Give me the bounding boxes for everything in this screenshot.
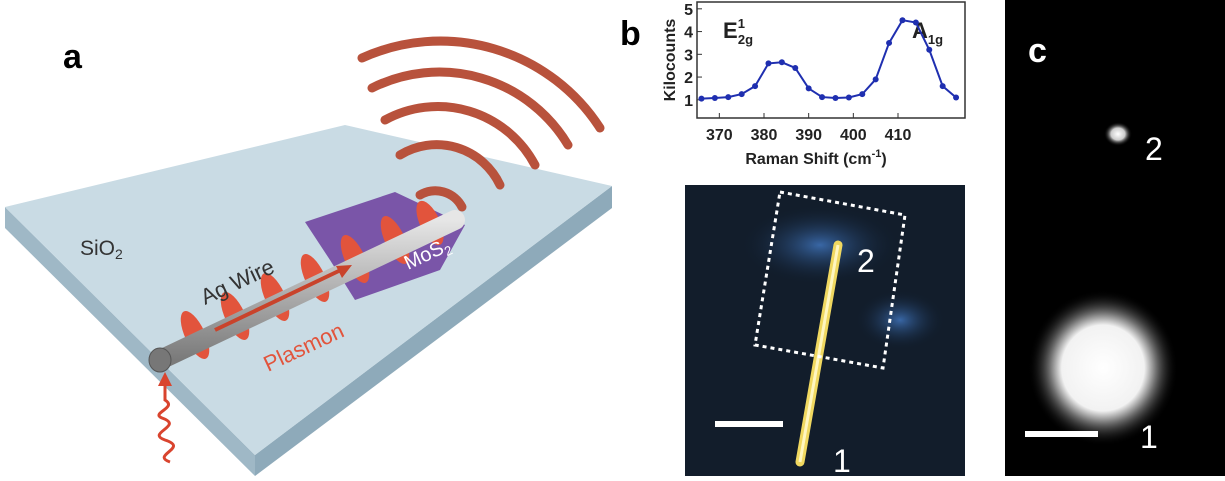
emission-waves xyxy=(357,36,605,212)
data-point xyxy=(819,94,826,101)
data-point xyxy=(792,64,799,71)
x-tick-label: 380 xyxy=(751,127,778,144)
text: Raman Shift (cm xyxy=(745,151,871,168)
end-label: 2 xyxy=(857,243,875,279)
data-point xyxy=(899,17,906,24)
x-tick-label: 370 xyxy=(706,127,733,144)
data-point xyxy=(939,83,946,90)
raman-chart: 1 2 3 4 5 370 380 390 400 410 Kilocounts Raman Shif… xyxy=(662,1,966,168)
panel-label: b xyxy=(620,15,641,53)
subscript: 2 xyxy=(115,246,123,262)
y-axis-label: Kilocounts xyxy=(662,19,679,102)
x-tick-label: 390 xyxy=(795,127,822,144)
subscript: 2g xyxy=(738,32,753,47)
flake-glow xyxy=(740,205,900,285)
wire-core xyxy=(798,244,840,463)
data-point xyxy=(886,39,893,46)
y-tick-label: 1 xyxy=(684,93,693,110)
panel-label: a xyxy=(63,38,83,76)
text: SiO xyxy=(80,237,115,260)
data-point xyxy=(752,83,759,90)
data-point xyxy=(738,91,745,98)
data-point xyxy=(912,19,919,26)
data-point xyxy=(765,60,772,67)
end-label: 1 xyxy=(833,443,851,476)
spot-label: 2 xyxy=(1145,131,1163,167)
wire-end xyxy=(148,347,172,373)
data-point xyxy=(778,59,785,66)
text: ) xyxy=(881,151,886,168)
spot-1 xyxy=(1028,290,1178,446)
arrow-head xyxy=(336,265,352,278)
data-point xyxy=(845,94,852,101)
data-point xyxy=(953,94,960,101)
spot-2 xyxy=(1104,122,1132,146)
data-point xyxy=(859,91,866,98)
text: E xyxy=(723,18,738,43)
peak-label: E1 2g xyxy=(723,16,753,47)
y-tick-label: 4 xyxy=(684,25,693,42)
data-point xyxy=(805,85,812,92)
y-tick-label: 2 xyxy=(684,70,693,87)
x-axis-label: Raman Shift (cm-1) xyxy=(745,148,886,168)
superscript: -1 xyxy=(872,148,882,160)
substrate-label: SiO2 xyxy=(80,237,123,262)
y-tick-label: 5 xyxy=(684,2,693,19)
plot-frame xyxy=(696,1,966,119)
micrograph xyxy=(685,185,965,476)
ag-wire xyxy=(150,210,465,370)
data-point xyxy=(926,46,933,53)
x-tick-label: 400 xyxy=(840,127,867,144)
slab-side xyxy=(5,207,255,476)
data-point xyxy=(872,76,879,83)
data-point xyxy=(725,94,732,101)
panel-label: c xyxy=(1028,32,1047,70)
flake-glow xyxy=(855,290,945,350)
arrow-head xyxy=(158,372,172,386)
data-point xyxy=(711,94,718,101)
subscript: 1g xyxy=(928,32,943,47)
superscript: 1 xyxy=(738,16,745,31)
data-point xyxy=(832,94,839,101)
y-tick-label: 3 xyxy=(684,47,693,64)
emission-image xyxy=(1005,0,1225,476)
plasmon-arrow xyxy=(214,266,346,332)
x-tick-label: 410 xyxy=(885,127,912,144)
spot-label: 1 xyxy=(1140,419,1158,455)
data-point xyxy=(698,95,705,102)
schematic xyxy=(5,36,612,476)
roi-box xyxy=(753,190,907,370)
slab-side xyxy=(255,186,612,476)
excitation xyxy=(157,378,175,464)
